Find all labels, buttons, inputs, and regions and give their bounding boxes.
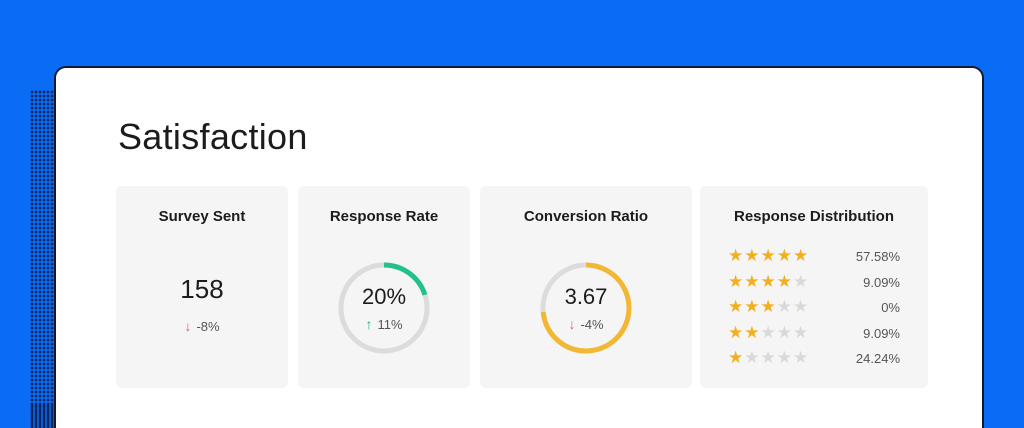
survey-sent-delta-value: -8% <box>196 319 220 334</box>
conversion-ratio-card: Conversion Ratio 3.67 ↓ -4% <box>480 186 692 388</box>
star-empty-icon: ★ <box>776 323 793 342</box>
distribution-percent: 24.24% <box>855 351 900 366</box>
conversion-ratio-ring: 3.67 ↓ -4% <box>538 260 634 356</box>
distribution-row-5: ★★★★★ 57.58% <box>728 246 900 266</box>
response-rate-ring-svg <box>338 262 430 354</box>
survey-sent-card: Survey Sent 158 ↓ -8% <box>116 186 288 388</box>
conversion-ratio-value: 3.67 <box>564 284 608 309</box>
star-empty-icon: ★ <box>744 348 761 367</box>
ring-progress <box>540 262 632 354</box>
star-filled-icon: ★ <box>744 323 761 342</box>
response-distribution-title: Response Distribution <box>733 208 894 225</box>
distribution-percent: 0% <box>881 300 900 315</box>
star-filled-icon: ★ <box>760 246 777 265</box>
star-filled-icon: ★ <box>728 246 745 265</box>
response-rate-delta: ↑ 11% <box>336 316 432 332</box>
star-rating-icon: ★★★★★ <box>728 297 809 317</box>
star-filled-icon: ★ <box>760 272 777 291</box>
ring-progress <box>338 262 430 354</box>
star-filled-icon: ★ <box>744 297 761 316</box>
star-filled-icon: ★ <box>728 348 745 367</box>
star-filled-icon: ★ <box>793 246 810 265</box>
satisfaction-panel: Satisfaction Survey Sent 158 ↓ -8% Respon… <box>54 66 984 428</box>
star-rating-icon: ★★★★★ <box>728 348 809 368</box>
response-rate-delta-value: 11% <box>377 317 403 332</box>
arrow-down-icon: ↓ <box>184 318 192 334</box>
star-empty-icon: ★ <box>793 272 810 291</box>
distribution-row-1: ★★★★★ 24.24% <box>728 348 900 368</box>
star-rating-icon: ★★★★★ <box>728 246 809 266</box>
survey-sent-delta: ↓ -8% <box>116 318 288 334</box>
response-rate-title: Response Rate <box>329 208 439 225</box>
response-rate-ring: 20% ↑ 11% <box>336 260 432 356</box>
star-empty-icon: ★ <box>760 348 777 367</box>
star-empty-icon: ★ <box>776 297 793 316</box>
page-title: Satisfaction <box>118 116 308 157</box>
star-empty-icon: ★ <box>760 323 777 342</box>
arrow-up-icon: ↑ <box>365 316 373 332</box>
distribution-percent: 9.09% <box>863 326 900 341</box>
arrow-down-icon: ↓ <box>568 316 576 332</box>
response-distribution-card: Response Distribution ★★★★★ 57.58% ★★★★★… <box>700 186 928 388</box>
distribution-percent: 9.09% <box>863 275 900 290</box>
star-empty-icon: ★ <box>776 348 793 367</box>
conversion-ratio-title: Conversion Ratio <box>523 208 649 225</box>
star-filled-icon: ★ <box>776 246 793 265</box>
star-filled-icon: ★ <box>744 246 761 265</box>
distribution-row-3: ★★★★★ 0% <box>728 297 900 317</box>
conversion-ratio-ring-svg <box>540 262 632 354</box>
conversion-ratio-delta-value: -4% <box>580 317 604 332</box>
star-rating-icon: ★★★★★ <box>728 323 809 343</box>
distribution-row-4: ★★★★★ 9.09% <box>728 272 900 292</box>
star-filled-icon: ★ <box>728 323 745 342</box>
star-filled-icon: ★ <box>776 272 793 291</box>
star-empty-icon: ★ <box>793 323 810 342</box>
response-rate-card: Response Rate 20% ↑ 11% <box>298 186 470 388</box>
star-empty-icon: ★ <box>793 348 810 367</box>
survey-sent-title: Survey Sent <box>158 208 246 225</box>
distribution-row-2: ★★★★★ 9.09% <box>728 323 900 343</box>
star-filled-icon: ★ <box>744 272 761 291</box>
star-rating-icon: ★★★★★ <box>728 272 809 292</box>
star-filled-icon: ★ <box>728 272 745 291</box>
star-filled-icon: ★ <box>760 297 777 316</box>
response-rate-value: 20% <box>361 284 407 309</box>
survey-sent-value: 158 <box>180 274 224 304</box>
distribution-percent: 57.58% <box>855 249 900 264</box>
star-empty-icon: ★ <box>793 297 810 316</box>
star-filled-icon: ★ <box>728 297 745 316</box>
conversion-ratio-delta: ↓ -4% <box>538 316 634 332</box>
